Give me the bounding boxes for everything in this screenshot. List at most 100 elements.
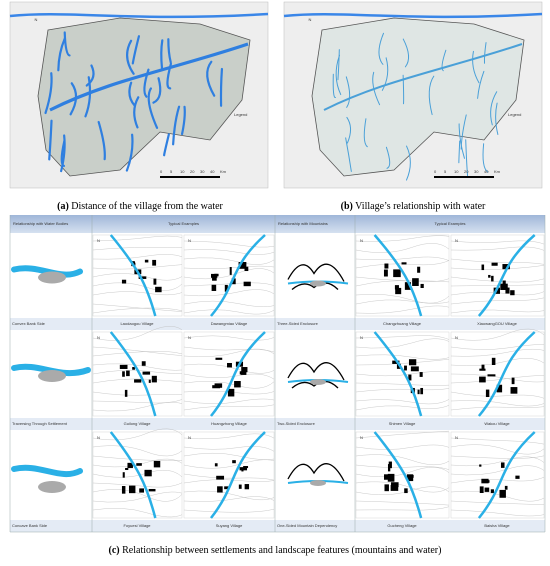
river: [163, 133, 170, 157]
building: [404, 282, 412, 290]
panel-label: (a): [57, 201, 69, 212]
river: [60, 134, 66, 173]
building: [224, 284, 228, 292]
building: [504, 485, 508, 490]
river: [345, 137, 352, 172]
building: [238, 484, 242, 489]
contour: [183, 249, 275, 255]
contour: [450, 375, 545, 384]
building: [410, 366, 419, 372]
map-image: [183, 431, 275, 519]
building: [139, 488, 145, 493]
contour: [92, 491, 183, 503]
building: [412, 278, 419, 286]
village-name: Shimen Village: [389, 421, 416, 426]
river-trunk: [49, 42, 249, 112]
contour: [92, 378, 183, 384]
river-main: [283, 12, 543, 19]
river: [372, 71, 381, 106]
north-arrow: N: [455, 238, 458, 243]
relationship-type: Concave Bank Side: [12, 523, 48, 528]
contour: [355, 294, 450, 304]
water: [477, 431, 536, 519]
building: [510, 290, 515, 296]
north-arrow: N: [360, 435, 363, 440]
river: [131, 35, 141, 65]
scale-label: 10: [454, 169, 459, 174]
header-cell: Relationship with Mountains: [278, 221, 328, 226]
legend-title: Legend: [234, 112, 247, 117]
river: [490, 91, 498, 126]
contour: [92, 508, 183, 518]
contour: [450, 437, 545, 445]
contour: [450, 276, 545, 283]
river: [57, 37, 67, 72]
settlement-diagram: [38, 271, 66, 284]
north-arrow: N: [97, 335, 100, 340]
contour: [183, 496, 275, 502]
header-cell: Typical Examples: [434, 221, 465, 226]
water: [109, 234, 157, 317]
contour: [450, 456, 545, 467]
mountain-diagram: [287, 263, 345, 282]
building: [417, 266, 421, 273]
contour: [355, 338, 450, 349]
contour: [92, 399, 183, 404]
water: [373, 331, 423, 417]
contour: [450, 309, 545, 314]
contour: [355, 305, 450, 314]
map-image: [183, 331, 275, 417]
building: [490, 489, 494, 493]
river: [48, 119, 53, 161]
river: [385, 146, 391, 169]
river: [477, 70, 485, 99]
relationship-type: Traversing Through Settlement: [12, 421, 68, 426]
contour: [450, 344, 545, 350]
contour: [355, 276, 450, 283]
north-arrow: N: [188, 238, 191, 243]
river: [97, 120, 106, 161]
river: [428, 75, 435, 116]
contour: [450, 509, 545, 517]
relationship-type: Convex Bank Side: [12, 321, 46, 326]
building: [391, 482, 399, 488]
building: [121, 486, 126, 494]
north-arrow: N: [188, 435, 191, 440]
building: [211, 284, 217, 291]
building: [127, 462, 133, 469]
building: [152, 259, 157, 266]
building: [500, 462, 505, 468]
village-name: Changzhuang Village: [383, 321, 422, 326]
contour: [92, 402, 183, 412]
building: [515, 475, 520, 479]
caption-a: (a) Distance of the village from the wat…: [57, 201, 223, 212]
building: [153, 460, 161, 468]
building: [387, 473, 395, 482]
building: [406, 474, 414, 482]
caption-b: (b) Village’s relationship with water: [341, 201, 486, 212]
contour: [355, 467, 450, 477]
contour: [450, 349, 545, 357]
contour: [450, 358, 545, 366]
river: [458, 123, 465, 159]
scale-label: 20: [190, 169, 195, 174]
building: [142, 371, 151, 375]
mountain-diagram: [287, 362, 345, 381]
contour: [183, 446, 275, 452]
settlement-diagram: [38, 370, 66, 382]
building: [243, 281, 251, 287]
building: [384, 474, 389, 480]
river: [337, 49, 340, 81]
building: [126, 370, 130, 377]
building: [234, 381, 241, 388]
contour: [183, 479, 275, 484]
contour: [92, 247, 183, 251]
building: [384, 263, 389, 269]
village-name: XiaowangGOU Village: [477, 321, 518, 326]
village-name: Wakou Village: [484, 421, 510, 426]
building: [394, 285, 399, 290]
water: [477, 331, 536, 417]
river: [378, 32, 385, 65]
county-area: [37, 17, 251, 177]
river: [219, 67, 224, 107]
